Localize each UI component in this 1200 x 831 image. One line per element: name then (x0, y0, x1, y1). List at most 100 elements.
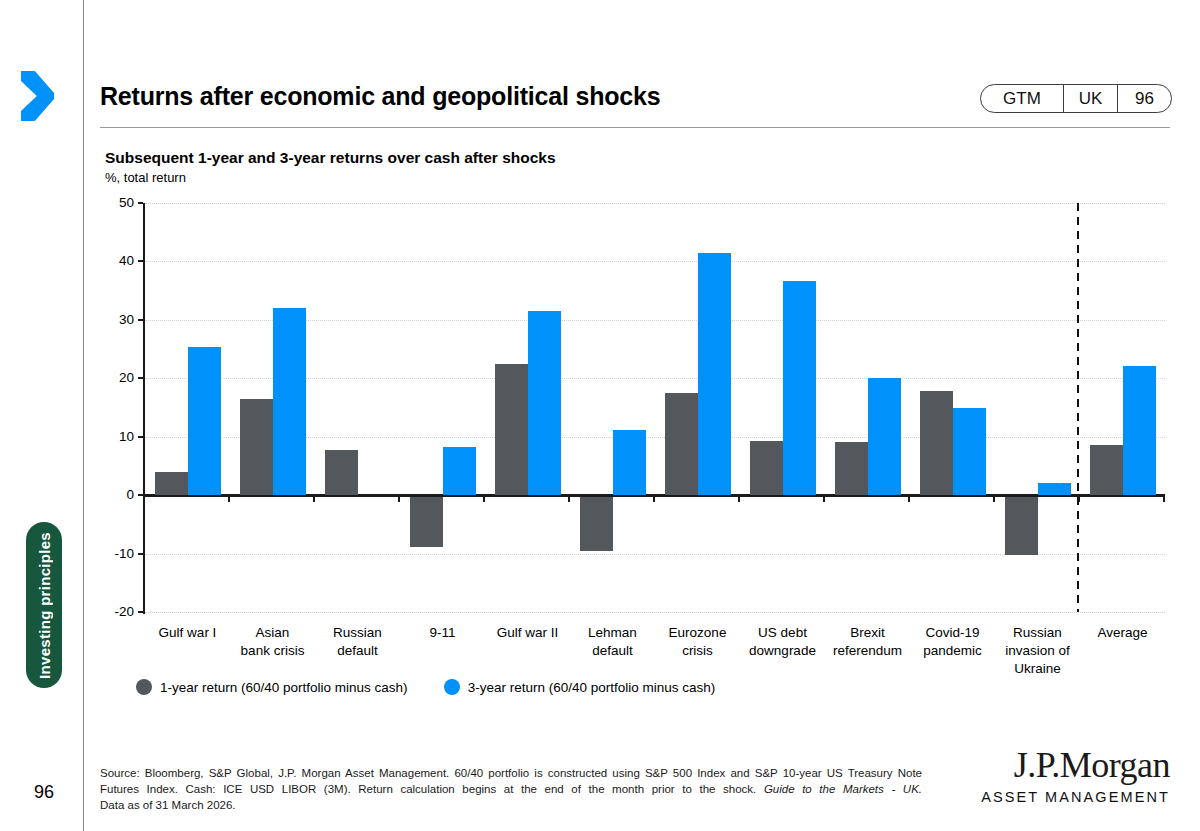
bar-3yr-asian-bank-crisis (273, 308, 306, 495)
x-axis-tick (908, 496, 910, 502)
gridline-20 (145, 378, 1165, 379)
legend-dot-3-year (444, 679, 460, 695)
source-line-3: Data as of 31 March 2026. (100, 797, 922, 813)
bar-3yr-eurozone-crisis (698, 253, 731, 495)
bar-3yr-lehman-default (613, 430, 646, 495)
bar-1yr-russian-invasion-of-ukraine (1005, 497, 1038, 555)
y-axis-label: -20 (89, 604, 134, 619)
guide-reference: Guide to the Markets - UK. (764, 783, 922, 795)
bar-3yr-9-11 (443, 447, 476, 495)
y-axis-tick (138, 260, 143, 262)
gridline-40 (145, 261, 1165, 262)
y-axis-tick (138, 611, 143, 613)
bar-1yr-russian-default (325, 450, 358, 495)
x-axis-tick (738, 496, 740, 502)
gridline-30 (145, 320, 1165, 321)
x-axis-category-label: Eurozonecrisis (647, 624, 748, 660)
x-axis-category-label: US debtdowngrade (732, 624, 833, 660)
y-axis-label: -10 (89, 546, 134, 561)
bar-1yr-gulf-war-ii (495, 364, 528, 495)
bar-1yr-gulf-war-i (155, 472, 188, 495)
y-axis-label: 10 (89, 429, 134, 444)
bar-1yr-lehman-default (580, 497, 613, 551)
gridline--10 (145, 554, 1165, 555)
gtm-badge: GTM UK 96 (980, 84, 1172, 113)
gridline-50 (145, 203, 1165, 204)
bar-1yr-brexit-referendum (835, 442, 868, 495)
y-axis-tick (138, 494, 143, 496)
jpmorgan-wordmark: J.P.Morgan (981, 744, 1170, 786)
source-line-2: Futures Index. Cash: ICE USD LIBOR (3M).… (100, 781, 922, 797)
bar-1yr-us-debt-downgrade (750, 441, 783, 495)
legend-label-3-year: 3-year return (60/40 portfolio minus cas… (468, 680, 716, 695)
bar-1yr-9-11 (410, 497, 443, 547)
section-tab-investing-principles[interactable]: Investing principles (26, 522, 62, 688)
y-axis-label: 30 (89, 312, 134, 327)
bar-3yr-brexit-referendum (868, 378, 901, 495)
chart-heading: Subsequent 1-year and 3-year returns ove… (105, 149, 556, 167)
jpmorgan-logo: J.P.Morgan ASSET MANAGEMENT (981, 744, 1170, 805)
gridline-10 (145, 437, 1165, 438)
x-axis-tick (653, 496, 655, 502)
bar-3yr-gulf-war-ii (528, 311, 561, 495)
y-axis-tick (138, 377, 143, 379)
y-axis-tick (138, 553, 143, 555)
x-axis-category-label: Gulf war I (137, 624, 238, 642)
x-axis-tick (1078, 496, 1080, 502)
bar-1yr-eurozone-crisis (665, 393, 698, 495)
x-axis-tick (993, 496, 995, 502)
legend-label-1-year: 1-year return (60/40 portfolio minus cas… (160, 680, 408, 695)
x-axis-category-label: Russiandefault (307, 624, 408, 660)
bar-chart: 50403020100-10-20Gulf war IAsianbank cri… (0, 0, 1200, 831)
header-rule (100, 127, 1170, 128)
x-axis-tick (1163, 496, 1165, 502)
x-axis-category-label: 9-11 (392, 624, 493, 642)
badge-product: GTM (981, 85, 1063, 112)
x-axis-tick (398, 496, 400, 502)
x-axis-tick (313, 496, 315, 502)
sidebar-divider (83, 0, 84, 831)
bar-3yr-average (1123, 366, 1156, 495)
chart-unit-label: %, total return (105, 170, 186, 185)
x-axis-category-label: Asianbank crisis (222, 624, 323, 660)
y-axis-tick (138, 202, 143, 204)
bar-3yr-us-debt-downgrade (783, 281, 816, 495)
asset-management-label: ASSET MANAGEMENT (981, 789, 1170, 805)
x-axis-category-label: Gulf war II (477, 624, 578, 642)
x-axis-tick (823, 496, 825, 502)
source-note: Source: Bloomberg, S&P Global, J.P. Morg… (100, 765, 922, 813)
bar-3yr-russian-invasion-of-ukraine (1038, 483, 1071, 495)
chart-legend: 1-year return (60/40 portfolio minus cas… (136, 679, 715, 695)
x-axis-category-label: Covid-19pandemic (902, 624, 1003, 660)
gridline--20 (145, 612, 1165, 613)
y-axis-label: 50 (89, 195, 134, 210)
x-axis-tick (568, 496, 570, 502)
bar-3yr-gulf-war-i (188, 347, 221, 495)
legend-item-1-year: 1-year return (60/40 portfolio minus cas… (136, 679, 408, 695)
y-axis-label: 0 (89, 487, 134, 502)
chevron-right-icon (21, 71, 54, 121)
section-tab-label: Investing principles (36, 532, 53, 679)
average-separator-line (1077, 203, 1079, 612)
y-axis-tick (138, 436, 143, 438)
badge-region: UK (1063, 85, 1117, 112)
x-axis-tick (483, 496, 485, 502)
badge-page: 96 (1117, 85, 1171, 112)
legend-item-3-year: 3-year return (60/40 portfolio minus cas… (444, 679, 716, 695)
slide-title: Returns after economic and geopolitical … (100, 82, 660, 111)
legend-dot-1-year (136, 679, 152, 695)
bar-3yr-covid-19-pandemic (953, 408, 986, 495)
page-number: 96 (24, 782, 64, 803)
x-axis-zero-line (143, 494, 1165, 497)
gtm-slide: Investing principles 96 Returns after ec… (0, 0, 1200, 831)
x-axis-category-label: Brexitreferendum (817, 624, 918, 660)
x-axis-category-label: Average (1072, 624, 1173, 642)
y-axis-tick (138, 319, 143, 321)
source-line-1: Source: Bloomberg, S&P Global, J.P. Morg… (100, 765, 922, 781)
x-axis-category-label: Lehmandefault (562, 624, 663, 660)
y-axis-line (143, 203, 145, 614)
bar-1yr-covid-19-pandemic (920, 391, 953, 495)
y-axis-label: 20 (89, 370, 134, 385)
x-axis-tick (228, 496, 230, 502)
x-axis-category-label: Russianinvasion ofUkraine (987, 624, 1088, 677)
